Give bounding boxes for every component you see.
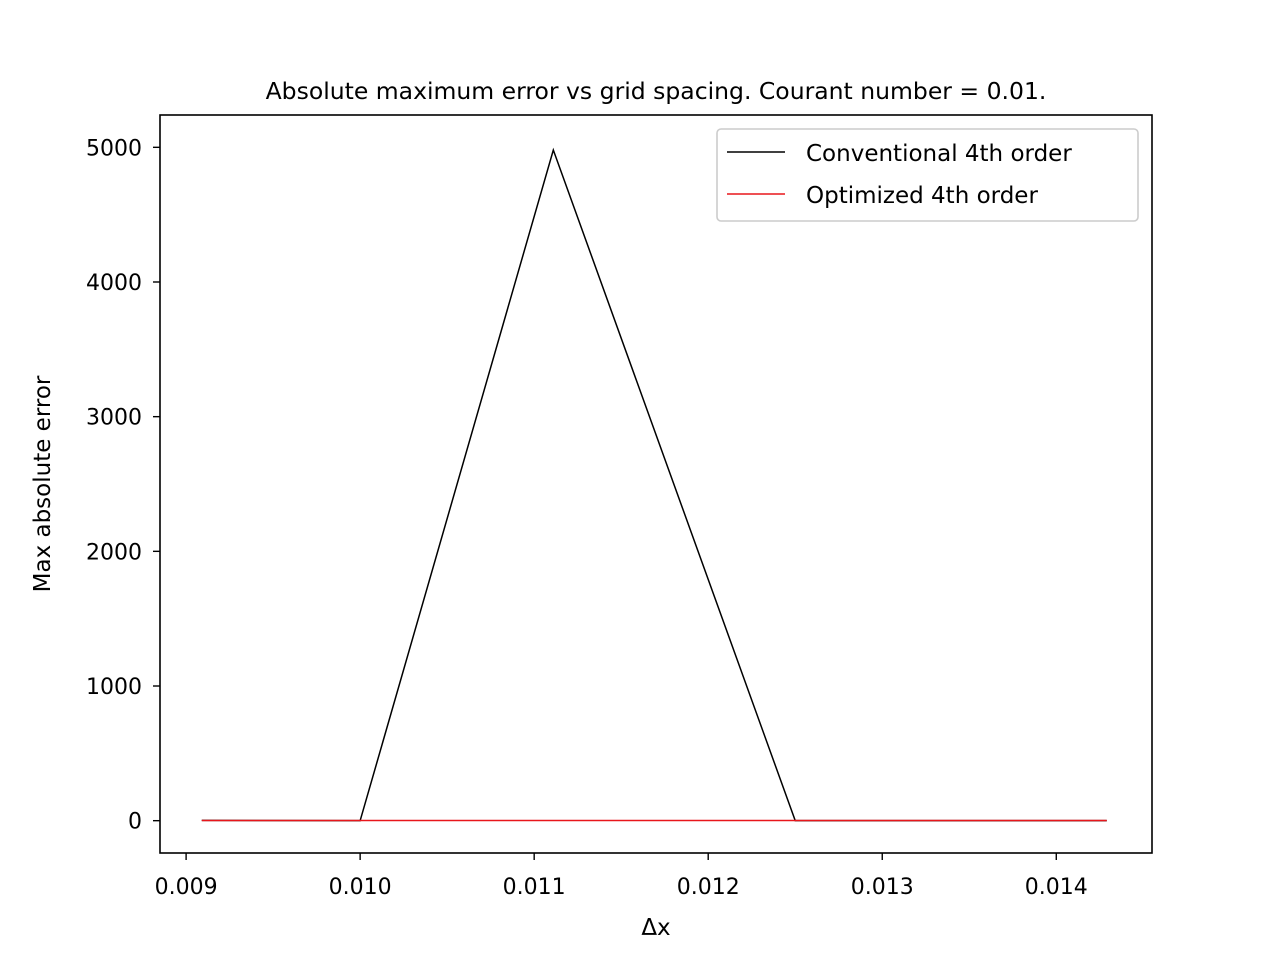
- x-axis-ticks: 0.009 0.010 0.011 0.012 0.013 0.014: [155, 853, 1088, 900]
- legend-label-optimized: Optimized 4th order: [806, 183, 1038, 209]
- y-tick-label: 2000: [86, 540, 142, 565]
- y-tick-label: 0: [128, 810, 142, 835]
- x-tick-label: 0.013: [851, 875, 914, 900]
- x-tick-label: 0.009: [155, 875, 218, 900]
- legend-box: [716, 128, 1139, 222]
- x-tick-label: 0.014: [1025, 875, 1088, 900]
- y-axis-label: Max absolute error: [30, 375, 56, 592]
- plot-area-frame: [159, 114, 1153, 854]
- legend-label-conventional: Conventional 4th order: [806, 141, 1072, 167]
- y-tick-label: 3000: [86, 406, 142, 431]
- plot-series-layer: [201, 147, 1107, 822]
- x-tick-label: 0.010: [329, 875, 392, 900]
- legend: Conventional 4th order Optimized 4th ord…: [716, 128, 1139, 222]
- x-tick-label: 0.012: [677, 875, 740, 900]
- y-tick-label: 4000: [86, 271, 142, 296]
- y-tick-label: 5000: [86, 136, 142, 161]
- x-tick-label: 0.011: [503, 875, 566, 900]
- chart-title: Absolute maximum error vs grid spacing. …: [266, 77, 1047, 105]
- y-tick-label: 1000: [86, 675, 142, 700]
- y-axis-ticks: 0 1000 2000 3000 4000 5000: [86, 136, 160, 835]
- x-axis-label: Δx: [641, 915, 670, 941]
